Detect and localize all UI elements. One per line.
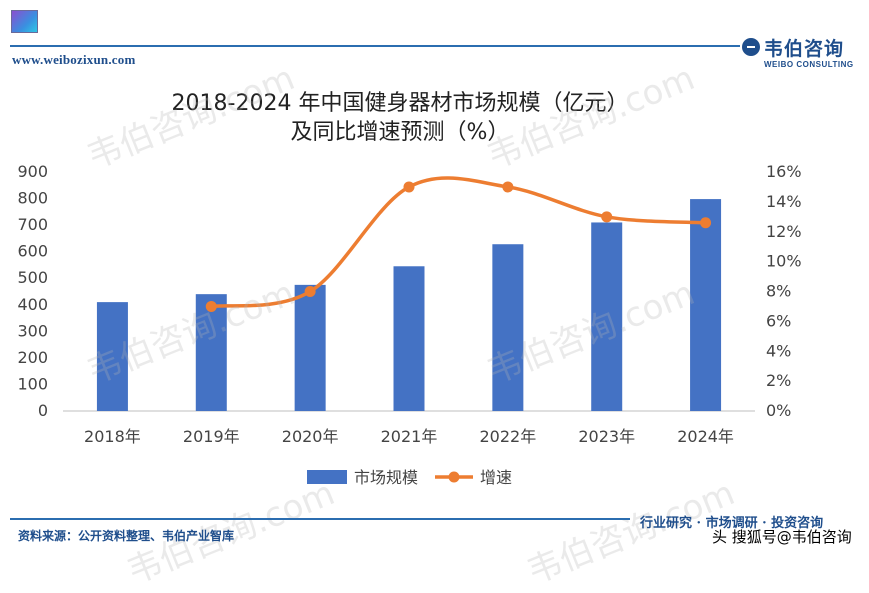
- brand-logo-icon: [742, 38, 760, 56]
- line-point: [304, 286, 316, 297]
- x-tick-label: 2019年: [183, 427, 240, 446]
- legend-swatch-bar: [307, 470, 347, 484]
- x-tick-label: 2022年: [479, 427, 536, 446]
- slogan: 行业研究 · 市场调研 · 投资咨询: [640, 516, 824, 531]
- y-tick-label: 700: [17, 215, 48, 234]
- legend-label-bar: 市场规模: [354, 468, 418, 487]
- x-tick-label: 2021年: [381, 427, 438, 446]
- bar: [294, 284, 326, 411]
- y-tick-label: 100: [17, 374, 48, 393]
- chart-title: 2018-2024 年中国健身器材市场规模（亿元）: [172, 91, 629, 116]
- bar: [690, 199, 722, 411]
- y2-tick-label: 2%: [766, 371, 791, 390]
- bar: [492, 244, 524, 411]
- x-tick-label: 2023年: [578, 427, 635, 446]
- footer-divider: [10, 518, 630, 520]
- y-tick-label: 300: [17, 321, 48, 340]
- line-point: [700, 217, 712, 229]
- chart: 2018-2024 年中国健身器材市场规模（亿元） 及同比增速预测（%） 0 10…: [17, 91, 802, 487]
- site-url: www.weibozixun.com: [12, 52, 136, 67]
- source-note: 资料来源：公开资料整理、韦伯产业智库: [18, 529, 235, 543]
- y-tick-label: 200: [17, 348, 48, 367]
- chart-subtitle: 及同比增速预测（%）: [291, 120, 510, 145]
- logo-square: [11, 10, 38, 33]
- y2-tick-label: 10%: [766, 252, 802, 271]
- line-point: [601, 211, 613, 223]
- growth-line: [211, 176, 706, 309]
- brand-name: 韦伯咨询: [764, 38, 845, 60]
- y2-tick-label: 14%: [766, 192, 802, 211]
- x-tick-label: 2018年: [84, 427, 141, 446]
- bar: [393, 266, 425, 411]
- y-tick-label: 600: [17, 242, 48, 261]
- x-tick-label: 2020年: [282, 427, 339, 446]
- x-tick-label: 2024年: [677, 427, 734, 446]
- y2-tick-label: 4%: [766, 341, 791, 360]
- legend-label-line: 增速: [480, 468, 512, 487]
- brand-name-en: WEIBO CONSULTING: [764, 60, 854, 69]
- y2-tick-label: 0%: [766, 401, 791, 420]
- y-tick-label: 0: [38, 401, 48, 420]
- y2-tick-label: 12%: [766, 222, 802, 241]
- y2-tick-label: 8%: [766, 282, 791, 301]
- bar: [96, 302, 128, 411]
- bar: [591, 222, 623, 411]
- line-point: [502, 181, 514, 193]
- y-tick-label: 400: [17, 295, 48, 314]
- y-tick-label: 900: [17, 162, 48, 181]
- y-tick-label: 500: [17, 268, 48, 287]
- y2-tick-label: 6%: [766, 311, 791, 330]
- legend-marker-line: [448, 471, 460, 483]
- line-point: [403, 181, 415, 193]
- line-point: [205, 300, 217, 312]
- credit-label: 头 搜狐号@韦伯咨询: [712, 528, 852, 546]
- y2-tick-label: 16%: [766, 162, 802, 181]
- bar: [195, 294, 227, 411]
- y-tick-label: 800: [17, 189, 48, 208]
- header-divider: [10, 45, 740, 47]
